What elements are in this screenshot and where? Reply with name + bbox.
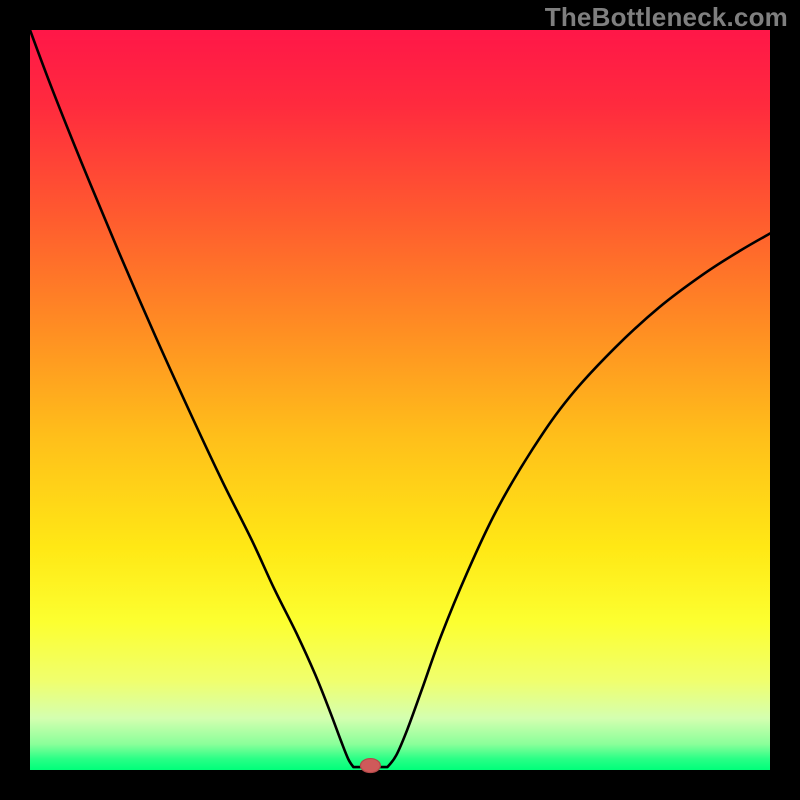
chart-root: TheBottleneck.com [0,0,800,800]
optimum-marker [360,759,380,773]
watermark-label: TheBottleneck.com [545,2,788,33]
plot-background [30,30,770,770]
bottleneck-chart [0,0,800,800]
